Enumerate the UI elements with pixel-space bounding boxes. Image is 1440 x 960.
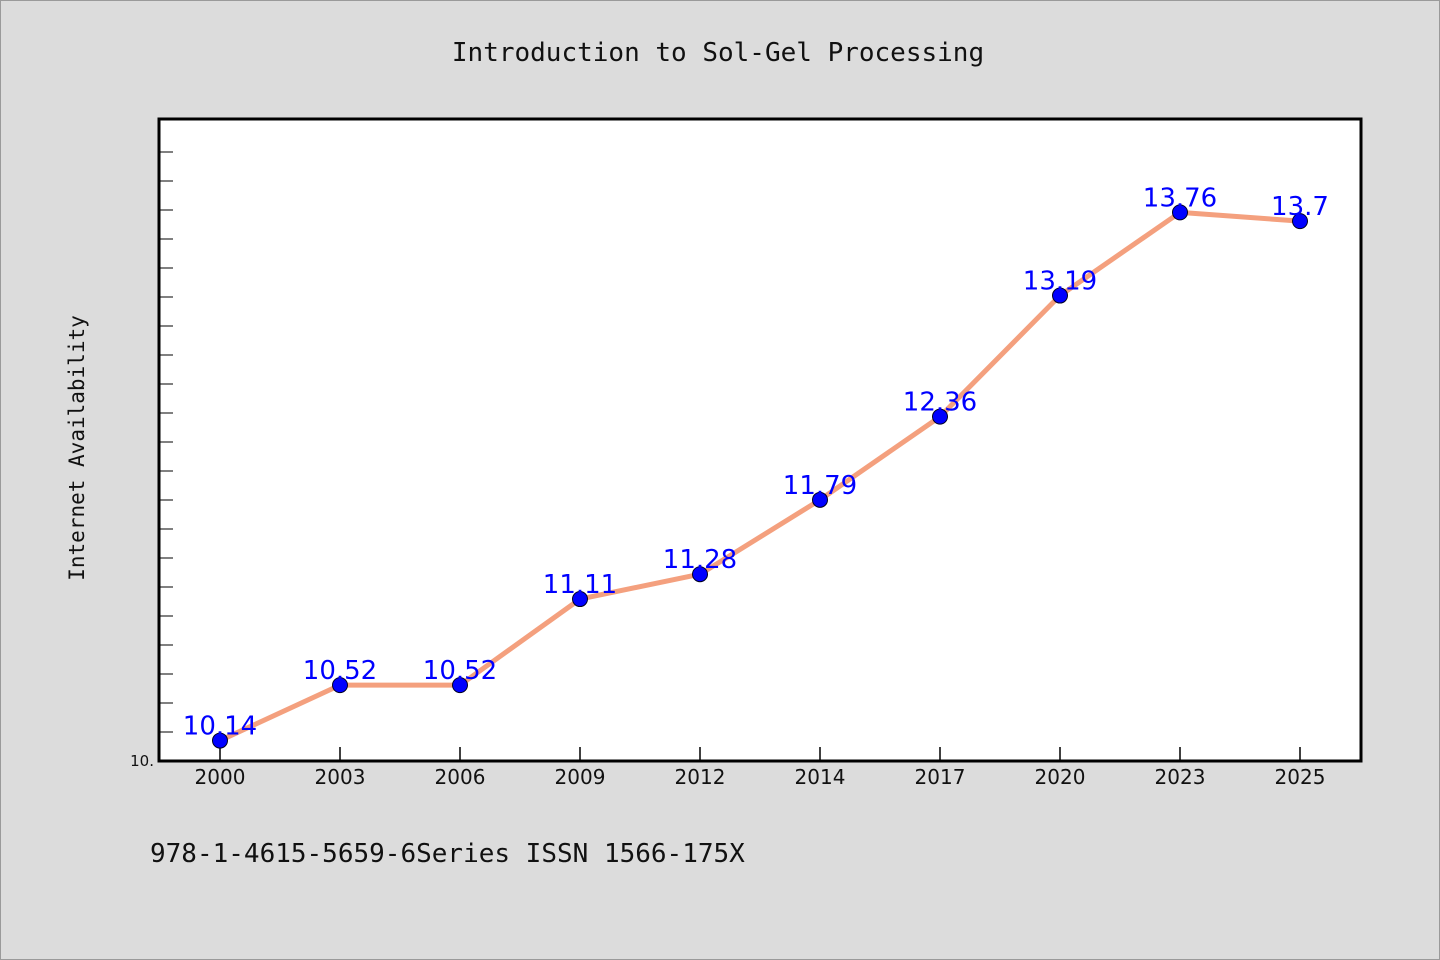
- data-label: 13.7: [1271, 192, 1329, 222]
- x-tick-label: 2017: [915, 765, 966, 789]
- footer-text: 978-1-4615-5659-6Series ISSN 1566-175X: [150, 839, 745, 869]
- data-label: 13.76: [1143, 183, 1217, 213]
- series-markers: [212, 204, 1308, 749]
- data-point: [932, 408, 948, 425]
- x-tick-label: 2020: [1035, 765, 1086, 789]
- x-tick-label: 2009: [555, 765, 606, 789]
- data-point: [1172, 204, 1188, 221]
- data-point: [812, 491, 828, 508]
- data-label: 11.11: [543, 570, 617, 600]
- data-point: [1292, 213, 1308, 230]
- data-point: [332, 677, 348, 694]
- data-label: 10.52: [423, 656, 497, 686]
- data-label: 10.52: [303, 656, 377, 686]
- y-tick-label: 10.: [130, 752, 154, 770]
- x-axis-tick-labels: 2000 2003 2006 2009 2012 2014 2017 2020 2023 2025: [195, 765, 1326, 789]
- data-point: [572, 591, 588, 608]
- data-label: 11.28: [663, 545, 737, 575]
- x-tick-label: 2025: [1275, 765, 1326, 789]
- data-point: [452, 677, 468, 694]
- data-label: 13.19: [1023, 267, 1097, 297]
- series-line: [217, 209, 1303, 744]
- x-tick-label: 2003: [315, 765, 366, 789]
- x-tick-label: 2000: [195, 765, 246, 789]
- data-point: [1052, 287, 1068, 304]
- data-point: [212, 732, 228, 749]
- x-tick-label: 2006: [435, 765, 486, 789]
- data-label: 11.79: [783, 471, 857, 501]
- chart-title: Introduction to Sol-Gel Processing: [452, 38, 984, 68]
- x-tick-label: 2014: [795, 765, 846, 789]
- y-axis-minor-ticks: [159, 151, 173, 733]
- x-tick-label: 2023: [1155, 765, 1206, 789]
- y-axis-tick-labels: 10.: [130, 752, 154, 770]
- data-label: 12.36: [903, 388, 977, 418]
- series-lines: [217, 209, 1303, 744]
- data-point: [692, 566, 708, 583]
- y-axis-label: Internet Availability: [65, 315, 89, 581]
- data-labels: 10.14 10.52 10.52 11.11 11.28 11.79 12.36 13.19…: [183, 183, 1329, 741]
- x-axis-ticks: [219, 747, 1301, 761]
- x-tick-label: 2012: [675, 765, 726, 789]
- data-label: 10.14: [183, 712, 257, 742]
